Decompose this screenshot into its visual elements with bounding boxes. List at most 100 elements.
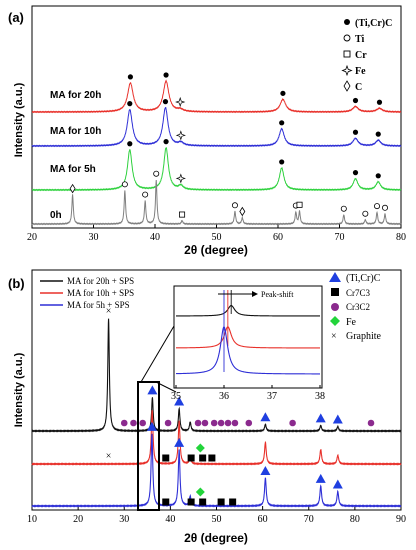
marker-triangle-icon [315,473,326,483]
legend-label-cr3c2: Cr3C2 [346,302,370,312]
panel-b-phase-legend: (Ti,Cr)C Cr7C3 Cr3C2 Fe × Graphite [329,272,382,342]
x-tick-label: 50 [212,514,222,525]
marker-circle-icon [210,419,218,427]
panel-b-series-legend: MA for 20h + SPS MA for 10h + SPS MA for… [40,276,134,310]
marker-filled-circle-icon [375,131,381,137]
trace-ma-for-10h [31,107,402,148]
trace-0h [31,180,402,226]
marker-cross-icon: × [106,451,112,462]
legend-label-ticr-c-b: (Ti,Cr)C [346,273,381,284]
marker-triangle-icon [174,437,185,447]
marker-square-icon [199,498,207,506]
marker-circle-icon [194,419,202,427]
legend-label-fe: Fe [355,66,366,77]
inset-x-axis: 35 36 37 38 [171,385,325,402]
trace-ma-for-20h [31,79,402,114]
marker-open-circle-icon [382,204,389,211]
marker-filled-circle-icon [352,129,359,135]
panel-b-xlabel: 2θ (degree) [184,531,248,545]
series-label-10h: MA for 10h [50,126,101,137]
legend-label-ti: Ti [355,34,364,45]
marker-square-icon [199,454,207,462]
inset-x-tick-label: 37 [267,391,277,402]
legend-open-circle-icon [343,34,351,42]
legend-label-10h-sps: MA for 10h + SPS [67,288,134,298]
marker-circle-icon [217,419,225,427]
inset-x-tick-label: 35 [171,391,181,402]
panel-a-x-axis: 20 30 40 50 60 70 80 [27,224,406,243]
legend-four-point-star-icon [341,64,353,77]
inset-x-tick-label: 36 [219,391,229,402]
marker-square-icon [162,498,170,506]
x-tick-label: 40 [150,232,160,243]
peak-shift-arrowhead-icon [252,291,258,297]
marker-filled-circle-icon [127,100,133,107]
marker-open-circle-icon [121,181,128,188]
trace-ma-for-20h-sps [31,318,402,433]
marker-four-point-star-icon [175,96,186,108]
x-tick-label: 30 [119,514,129,525]
marker-diamond-icon [195,487,205,497]
panel-b-traces [31,318,402,508]
marker-filled-circle-icon [162,99,169,105]
x-tick-label: 40 [165,514,175,525]
series-label-5h: MA for 5h [50,164,96,175]
marker-open-circle-icon [340,205,347,212]
marker-open-circle-icon [362,210,369,217]
panel-a-markers [69,72,389,218]
marker-diamond-icon [195,443,205,453]
trace-ma-for-10h-sps [31,410,402,466]
panel-b-label: (b) [8,276,25,291]
marker-square-icon [162,454,170,462]
marker-filled-circle-icon [352,170,359,176]
marker-filled-circle-icon [375,173,381,179]
x-tick-label: 30 [89,232,99,243]
x-tick-label: 20 [73,514,83,525]
marker-circle-icon [289,419,296,427]
legend-label-graphite: Graphite [346,331,382,342]
legend-diamond-icon [343,80,351,92]
x-tick-label: 90 [396,514,406,525]
marker-circle-icon [139,419,146,427]
marker-circle-icon [224,419,232,427]
legend-open-square-icon [343,50,351,58]
legend-label-ticr-c: (Ti,Cr)C [355,18,392,29]
marker-triangle-icon [174,396,185,406]
marker-open-square-icon [179,211,186,218]
panel-a-legend: (Ti,Cr)C Ti Cr Fe C [341,18,392,93]
legend-label-cr: Cr [355,50,367,61]
legend-triangle-icon [329,272,341,282]
marker-triangle-icon [332,414,343,424]
marker-square-icon [217,498,225,506]
panel-a-xlabel: 2θ (degree) [184,243,248,257]
legend-label-5h-sps: MA for 5h + SPS [67,300,130,310]
marker-circle-icon [164,419,172,427]
trace-ma-for-5h [31,147,402,192]
legend-label-cr7c3: Cr7C3 [346,288,371,298]
panel-b: (b) Intensity (a.u.) 2θ (degree) 10 20 30 4… [8,269,406,545]
marker-triangle-icon [260,412,271,422]
marker-filled-circle-icon [127,74,133,80]
inset-plot: 35 36 37 38 Peak-shift [171,285,325,402]
legend-label-20h-sps: MA for 20h + SPS [67,276,134,286]
panel-a-traces [31,79,402,226]
legend-label-c: C [355,82,362,93]
marker-open-circle-icon [231,202,238,209]
marker-square-icon [187,454,195,462]
marker-square-icon [229,498,237,506]
panel-a-series-labels: MA for 20h MA for 10h MA for 5h 0h [50,90,101,221]
series-label-0h: 0h [50,210,62,221]
marker-circle-icon [201,419,209,427]
marker-circle-icon [231,419,239,427]
x-tick-label: 70 [335,232,345,243]
marker-square-icon [187,498,195,506]
inset-trace-red [176,326,320,349]
inset-trace-blue [175,325,320,375]
x-tick-label: 80 [396,232,406,243]
marker-filled-circle-icon [376,99,383,105]
panel-a-label: (a) [8,10,24,25]
inset-trace-black [175,304,321,317]
marker-filled-circle-icon [279,120,285,126]
panel-a-ylabel: Intensity (a.u.) [13,82,25,157]
